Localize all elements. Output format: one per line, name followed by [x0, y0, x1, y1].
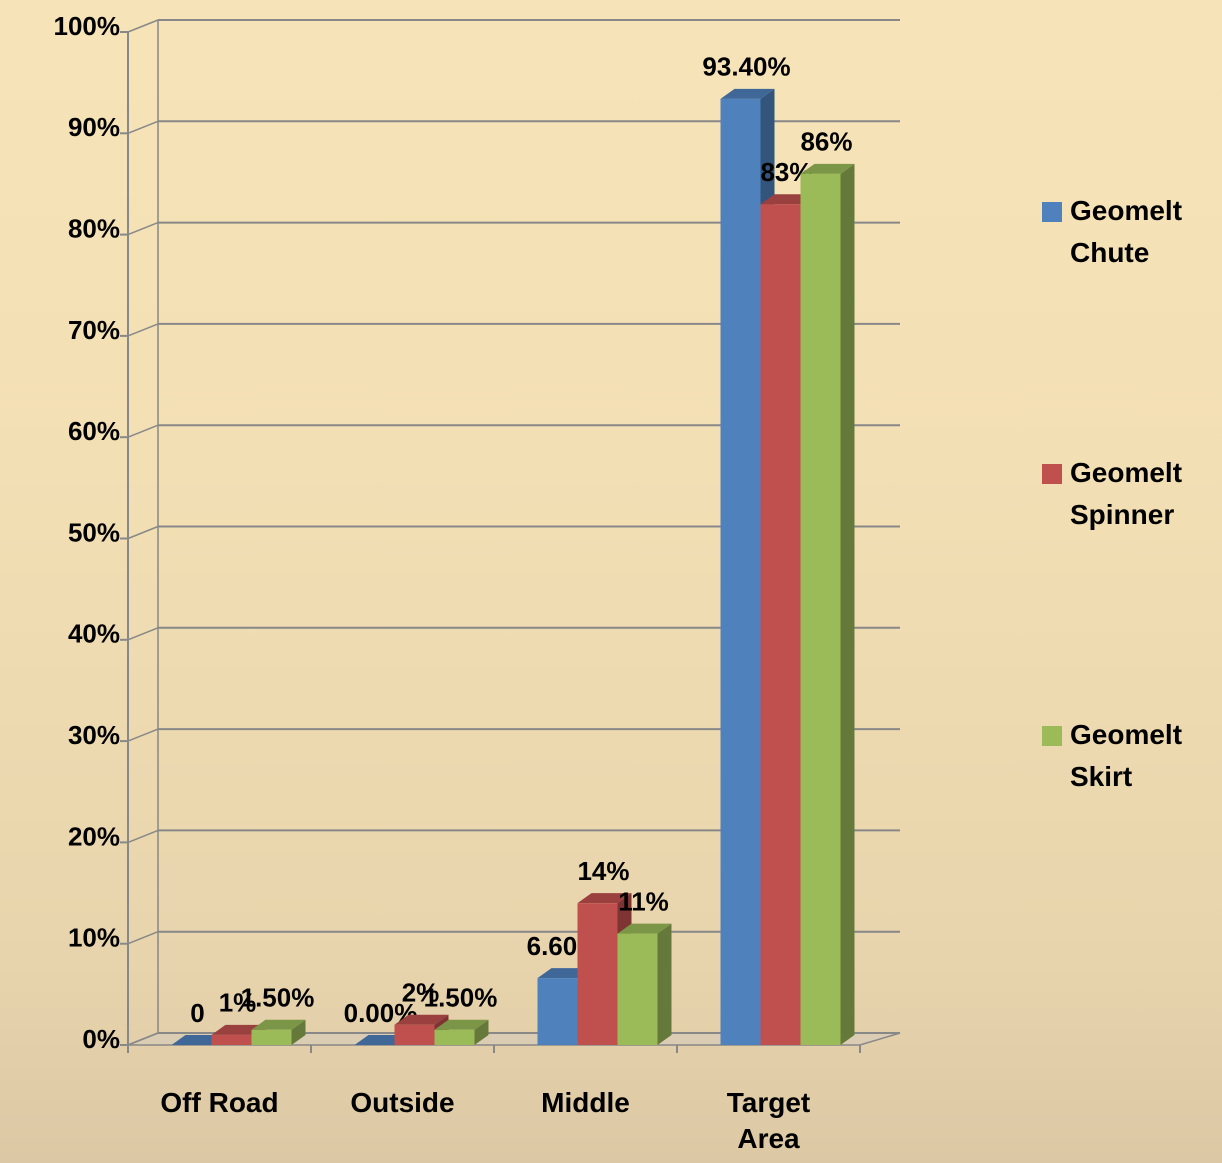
bar — [252, 1030, 292, 1045]
bar — [721, 99, 761, 1045]
bar — [578, 903, 618, 1045]
grid-diagonal — [128, 121, 158, 133]
y-tick-label: 80% — [68, 213, 120, 243]
y-tick-label: 0% — [82, 1024, 120, 1054]
data-label: 11% — [618, 886, 669, 916]
bar — [801, 174, 841, 1045]
bar — [538, 978, 578, 1045]
bar — [618, 934, 658, 1045]
legend-label: Geomelt Spinner — [1070, 452, 1220, 536]
bar — [435, 1030, 475, 1045]
x-tick-label: Off Road — [155, 1085, 285, 1121]
y-tick-label: 40% — [68, 619, 120, 649]
y-tick-label: 60% — [68, 416, 120, 446]
plot: 0%10%20%30%40%50%60%70%80%90%100%01%1.50… — [0, 0, 1222, 1163]
data-label: 93.40% — [702, 52, 790, 82]
bar-side — [841, 164, 855, 1045]
data-label: 86% — [800, 127, 852, 157]
bar-side — [658, 924, 672, 1045]
data-label: 14% — [577, 856, 629, 886]
grid-diagonal — [128, 20, 158, 32]
data-label: 1.50% — [424, 983, 498, 1013]
legend-swatch — [1042, 726, 1062, 746]
data-label: 0 — [190, 998, 204, 1028]
grid-diagonal — [128, 527, 158, 539]
x-tick-label: Target Area — [704, 1085, 834, 1157]
bar — [761, 204, 801, 1045]
legend-swatch — [1042, 464, 1062, 484]
legend-item: Geomelt Chute — [1042, 190, 1220, 274]
y-tick-label: 30% — [68, 720, 120, 750]
grid-diagonal — [128, 830, 158, 842]
legend-swatch — [1042, 202, 1062, 222]
grid-diagonal — [128, 324, 158, 336]
chart: 0%10%20%30%40%50%60%70%80%90%100%01%1.50… — [0, 0, 1222, 1163]
x-tick-label: Outside — [338, 1085, 468, 1121]
legend-label: Geomelt Chute — [1070, 190, 1220, 274]
y-tick-label: 70% — [68, 315, 120, 345]
y-tick-label: 90% — [68, 112, 120, 142]
legend-item: Geomelt Spinner — [1042, 452, 1220, 536]
legend-label: Geomelt Skirt — [1070, 714, 1220, 798]
bar — [395, 1025, 435, 1045]
y-tick-label: 10% — [68, 923, 120, 953]
data-label: 1.50% — [241, 983, 315, 1013]
x-tick-label: Middle — [521, 1085, 651, 1121]
grid-diagonal — [128, 628, 158, 640]
y-tick-label: 50% — [68, 517, 120, 547]
legend-item: Geomelt Skirt — [1042, 714, 1220, 798]
y-tick-label: 100% — [54, 11, 121, 41]
grid-diagonal — [128, 729, 158, 741]
y-tick-label: 20% — [68, 821, 120, 851]
bar — [212, 1035, 252, 1045]
grid-diagonal — [128, 223, 158, 235]
grid-diagonal — [128, 425, 158, 437]
grid-diagonal — [128, 932, 158, 944]
